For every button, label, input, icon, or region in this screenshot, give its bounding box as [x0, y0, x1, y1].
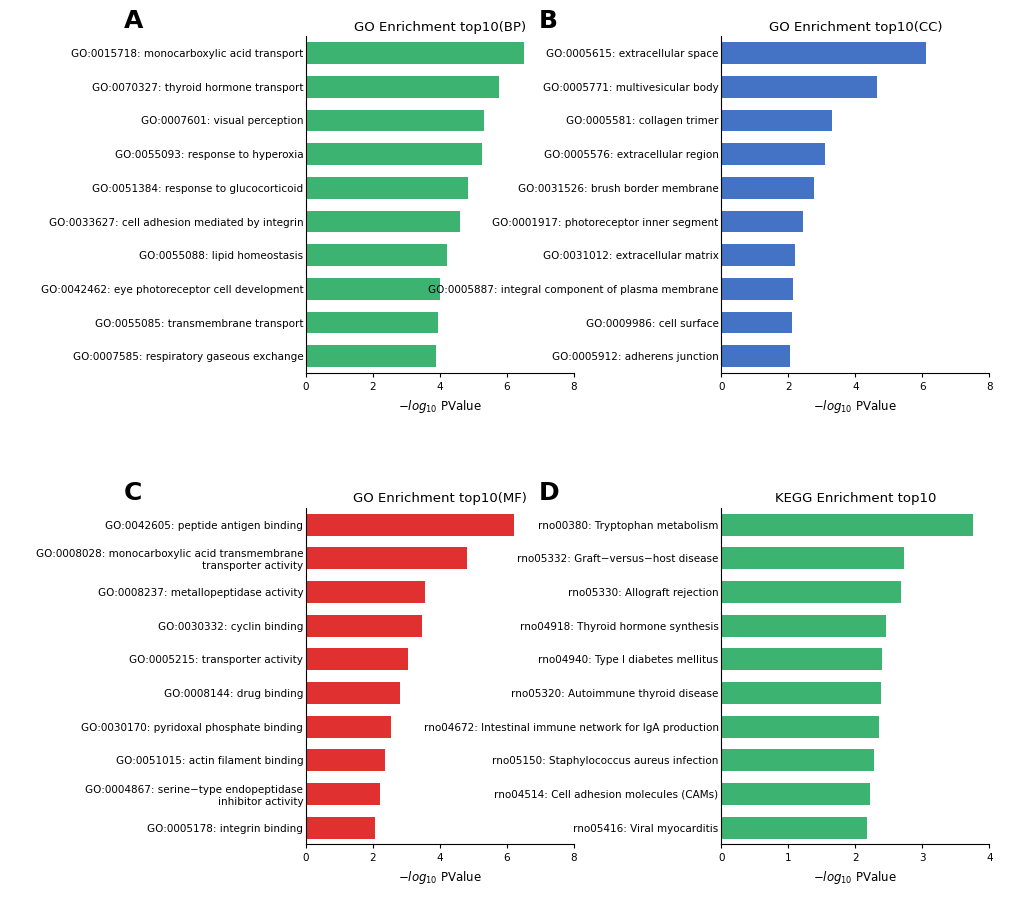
Bar — [720, 177, 813, 199]
Bar — [306, 345, 435, 367]
Bar — [306, 177, 468, 199]
Bar — [720, 514, 972, 536]
Title: GO Enrichment top10(BP): GO Enrichment top10(BP) — [354, 21, 526, 34]
Text: D: D — [539, 480, 559, 505]
Bar — [720, 278, 793, 300]
Bar — [720, 42, 925, 64]
X-axis label: $-log_{10}$ PValue: $-log_{10}$ PValue — [397, 869, 482, 886]
Bar — [720, 76, 876, 98]
Bar — [306, 548, 467, 569]
Title: GO Enrichment top10(MF): GO Enrichment top10(MF) — [353, 492, 527, 505]
X-axis label: $-log_{10}$ PValue: $-log_{10}$ PValue — [397, 398, 482, 415]
Bar — [306, 311, 438, 333]
Bar — [306, 648, 408, 670]
Bar — [720, 648, 881, 670]
Bar — [720, 615, 884, 637]
X-axis label: $-log_{10}$ PValue: $-log_{10}$ PValue — [812, 398, 897, 415]
Bar — [306, 110, 483, 132]
Bar — [720, 749, 873, 771]
Bar — [306, 783, 379, 804]
Bar — [720, 716, 878, 737]
Bar — [306, 749, 384, 771]
Title: GO Enrichment top10(CC): GO Enrichment top10(CC) — [768, 21, 942, 34]
Text: C: C — [123, 480, 142, 505]
Bar — [720, 816, 866, 839]
Bar — [720, 143, 824, 165]
Bar — [306, 211, 460, 232]
Bar — [306, 42, 523, 64]
Bar — [306, 615, 421, 637]
Bar — [306, 816, 374, 839]
Bar — [720, 244, 795, 266]
Bar — [720, 783, 869, 804]
Bar — [720, 345, 790, 367]
Bar — [720, 548, 903, 569]
Bar — [720, 110, 832, 132]
Bar — [306, 581, 425, 603]
Bar — [306, 244, 446, 266]
Bar — [720, 581, 900, 603]
Bar — [306, 143, 481, 165]
Bar — [306, 716, 391, 737]
Bar — [306, 76, 498, 98]
Bar — [720, 682, 880, 704]
Bar — [306, 278, 439, 300]
Bar — [720, 211, 803, 232]
Bar — [306, 682, 399, 704]
Text: B: B — [539, 9, 557, 34]
Title: KEGG Enrichment top10: KEGG Enrichment top10 — [774, 492, 935, 505]
Text: A: A — [123, 9, 143, 34]
Bar — [306, 514, 514, 536]
X-axis label: $-log_{10}$ PValue: $-log_{10}$ PValue — [812, 869, 897, 886]
Bar — [720, 311, 791, 333]
